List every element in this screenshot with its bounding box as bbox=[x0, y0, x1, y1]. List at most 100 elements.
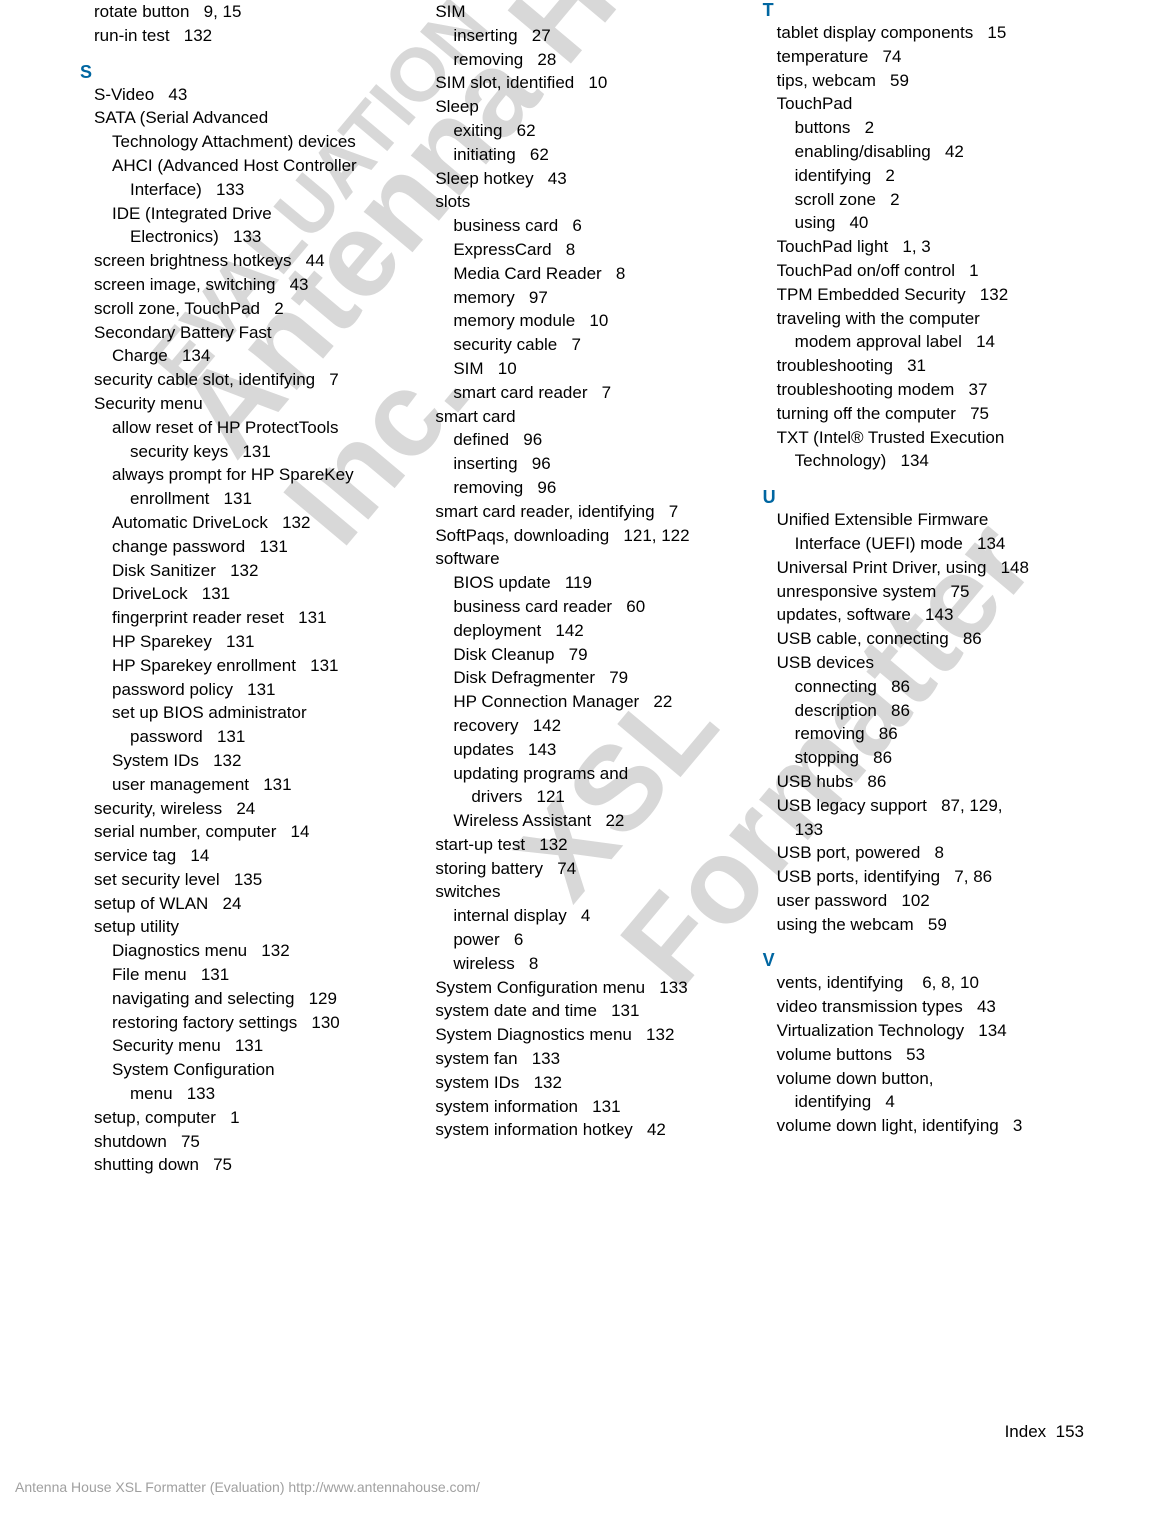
entry-text: BIOS update bbox=[453, 573, 550, 592]
index-entry: Disk Defragmenter79 bbox=[421, 666, 742, 690]
entry-text: Electronics) bbox=[130, 227, 219, 246]
entry-text: software bbox=[435, 549, 499, 568]
index-entry: Disk Cleanup79 bbox=[421, 643, 742, 667]
entry-text: vents, identifying bbox=[777, 973, 908, 992]
entry-text: TPM Embedded Security bbox=[777, 285, 966, 304]
entry-text: Wireless Assistant bbox=[453, 811, 591, 830]
entry-text: TouchPad bbox=[777, 94, 853, 113]
entry-text: security cable slot, identifying bbox=[94, 370, 315, 389]
entry-pages: 97 bbox=[515, 288, 548, 307]
entry-pages: 28 bbox=[523, 50, 556, 69]
entry-text: restoring factory settings bbox=[112, 1013, 297, 1032]
entry-pages: 75 bbox=[167, 1132, 200, 1151]
index-entry: Electronics)133 bbox=[80, 225, 401, 249]
entry-text: exiting bbox=[453, 121, 502, 140]
entry-pages: 10 bbox=[575, 311, 608, 330]
index-entry: initiating62 bbox=[421, 143, 742, 167]
entry-pages: 131 bbox=[203, 727, 246, 746]
index-entry: setup utility bbox=[80, 915, 401, 939]
entry-pages: 62 bbox=[516, 145, 549, 164]
entry-text: shutting down bbox=[94, 1155, 199, 1174]
index-entry: user management131 bbox=[80, 773, 401, 797]
index-entry: password policy131 bbox=[80, 678, 401, 702]
index-entry: smart card reader, identifying7 bbox=[421, 500, 742, 524]
index-entry: USB port, powered8 bbox=[763, 841, 1084, 865]
entry-text: password bbox=[130, 727, 203, 746]
entry-text: password policy bbox=[112, 680, 233, 699]
index-entry: traveling with the computer bbox=[763, 307, 1084, 331]
entry-pages: 143 bbox=[514, 740, 557, 759]
index-entry: IDE (Integrated Drive bbox=[80, 202, 401, 226]
entry-text: set security level bbox=[94, 870, 220, 889]
index-entry: troubleshooting modem37 bbox=[763, 378, 1084, 402]
index-entry: USB legacy support87, 129, bbox=[763, 794, 1084, 818]
entry-text: USB cable, connecting bbox=[777, 629, 949, 648]
entry-text: System Diagnostics menu bbox=[435, 1025, 632, 1044]
index-entry: using40 bbox=[763, 211, 1084, 235]
entry-pages: 62 bbox=[502, 121, 535, 140]
entry-pages: 133 bbox=[202, 180, 245, 199]
section-letter: V bbox=[763, 950, 1084, 971]
entry-pages: 86 bbox=[853, 772, 886, 791]
entry-text: rotate button bbox=[94, 2, 189, 21]
entry-pages: 44 bbox=[292, 251, 325, 270]
index-entry: HP Connection Manager22 bbox=[421, 690, 742, 714]
index-entry: Interface)133 bbox=[80, 178, 401, 202]
entry-pages: 131 bbox=[249, 775, 292, 794]
entry-pages: 96 bbox=[518, 454, 551, 473]
entry-text: defined bbox=[453, 430, 509, 449]
entry-text: Technology) bbox=[795, 451, 887, 470]
entry-text: tips, webcam bbox=[777, 71, 876, 90]
index-entry: TouchPad light1, 3 bbox=[763, 235, 1084, 259]
index-entry: ExpressCard8 bbox=[421, 238, 742, 262]
entry-text: recovery bbox=[453, 716, 518, 735]
entry-pages: 2 bbox=[260, 299, 284, 318]
index-entry: buttons2 bbox=[763, 116, 1084, 140]
index-entry: business card reader60 bbox=[421, 595, 742, 619]
index-entry: business card6 bbox=[421, 214, 742, 238]
index-entry: removing86 bbox=[763, 722, 1084, 746]
index-entry: Disk Sanitizer132 bbox=[80, 559, 401, 583]
entry-text: Disk Defragmenter bbox=[453, 668, 595, 687]
entry-pages: 74 bbox=[543, 859, 576, 878]
entry-text: System Configuration bbox=[112, 1060, 275, 1079]
entry-text: navigating and selecting bbox=[112, 989, 294, 1008]
entry-text: DriveLock bbox=[112, 584, 188, 603]
entry-text: IDE (Integrated Drive bbox=[112, 204, 272, 223]
entry-pages: 129 bbox=[294, 989, 337, 1008]
index-entry: smart card bbox=[421, 405, 742, 429]
index-entry: screen brightness hotkeys44 bbox=[80, 249, 401, 273]
entry-text: removing bbox=[795, 724, 865, 743]
index-entry: BIOS update119 bbox=[421, 571, 742, 595]
entry-text: service tag bbox=[94, 846, 176, 865]
index-entry: shutdown75 bbox=[80, 1130, 401, 1154]
entry-pages: 134 bbox=[964, 1021, 1007, 1040]
entry-text: HP Connection Manager bbox=[453, 692, 639, 711]
index-entry: File menu131 bbox=[80, 963, 401, 987]
index-entry: security cable7 bbox=[421, 333, 742, 357]
footer-right: Index 153 bbox=[1005, 1422, 1084, 1442]
entry-pages: 86 bbox=[859, 748, 892, 767]
entry-text: Security menu bbox=[112, 1036, 221, 1055]
index-entry: removing96 bbox=[421, 476, 742, 500]
index-entry: Media Card Reader8 bbox=[421, 262, 742, 286]
index-entry: TXT (Intel® Trusted Execution bbox=[763, 426, 1084, 450]
entry-text: system information bbox=[435, 1097, 578, 1116]
entry-text: troubleshooting bbox=[777, 356, 893, 375]
index-entry: unresponsive system75 bbox=[763, 580, 1084, 604]
entry-text: identifying bbox=[795, 166, 872, 185]
entry-text: drivers bbox=[471, 787, 522, 806]
entry-pages: 134 bbox=[963, 534, 1006, 553]
index-entry: volume down light, identifying3 bbox=[763, 1114, 1084, 1138]
entry-pages: 6, 8, 10 bbox=[908, 973, 979, 992]
index-entry: Virtualization Technology134 bbox=[763, 1019, 1084, 1043]
entry-text: SIM slot, identified bbox=[435, 73, 574, 92]
entry-text: memory bbox=[453, 288, 514, 307]
index-entry: vents, identifying 6, 8, 10 bbox=[763, 971, 1084, 995]
entry-pages: 4 bbox=[871, 1092, 895, 1111]
index-entry: software bbox=[421, 547, 742, 571]
entry-pages: 142 bbox=[541, 621, 584, 640]
entry-pages: 74 bbox=[868, 47, 901, 66]
entry-pages: 143 bbox=[911, 605, 954, 624]
entry-text: screen image, switching bbox=[94, 275, 275, 294]
